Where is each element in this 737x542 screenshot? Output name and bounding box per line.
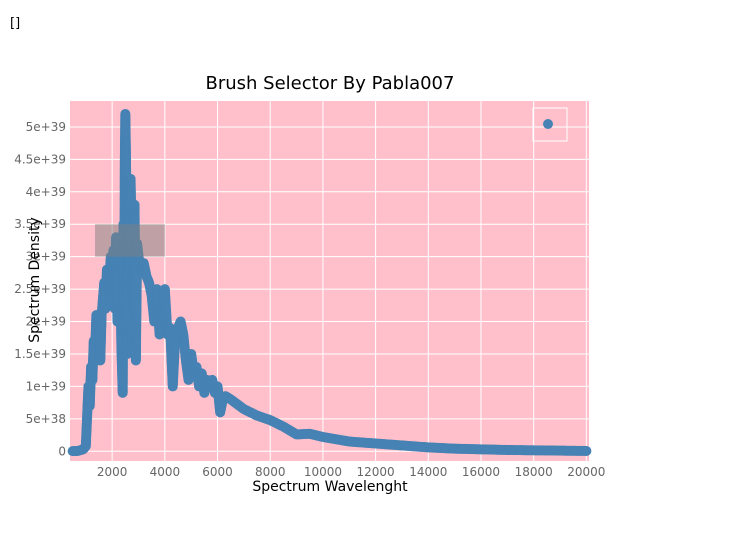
legend-box [532, 107, 568, 142]
y-tick-label: 1e+39 [26, 379, 66, 393]
x-tick-label: 18000 [515, 465, 553, 479]
data-point [581, 445, 592, 456]
y-tick-label: 1.5e+39 [14, 347, 66, 361]
legend-marker [543, 119, 553, 129]
y-tick-label: 5e+38 [26, 412, 66, 426]
x-tick-label: 16000 [462, 465, 500, 479]
y-tick-label: 2.5e+39 [14, 282, 66, 296]
legend [532, 107, 568, 142]
x-tick-labels: 2000 4000 6000 8000 10000 12000 14000 16000 1800… [97, 465, 606, 479]
x-tick-label: 6000 [202, 465, 233, 479]
chart-title: Brush Selector By Pabla007 [206, 73, 455, 94]
x-tick-label: 2000 [97, 465, 128, 479]
x-axis-label: Spectrum Wavelenght [252, 479, 408, 495]
y-tick-label: 0 [58, 444, 66, 458]
y-tick-label: 4.5e+39 [14, 152, 66, 166]
x-tick-label: 12000 [357, 465, 395, 479]
plot-background[interactable] [70, 101, 589, 461]
selection-output: [] [10, 16, 21, 31]
y-axis-label: Spectrum Density [27, 217, 43, 343]
x-tick-label: 4000 [150, 465, 181, 479]
x-tick-label: 8000 [255, 465, 286, 479]
y-tick-label: 2e+39 [26, 315, 66, 329]
y-tick-label: 5e+39 [26, 120, 66, 134]
x-tick-label: 10000 [304, 465, 342, 479]
x-tick-label: 14000 [409, 465, 447, 479]
y-tick-label: 4e+39 [26, 185, 66, 199]
y-tick-labels: 0 5e+38 1e+39 1.5e+39 2e+39 2.5e+39 3e+39 3.5e+… [14, 120, 66, 458]
brush-selection[interactable] [95, 224, 165, 257]
y-tick-label: 3.5e+39 [14, 217, 66, 231]
y-tick-label: 3e+39 [26, 250, 66, 264]
x-tick-label: 20000 [567, 465, 605, 479]
